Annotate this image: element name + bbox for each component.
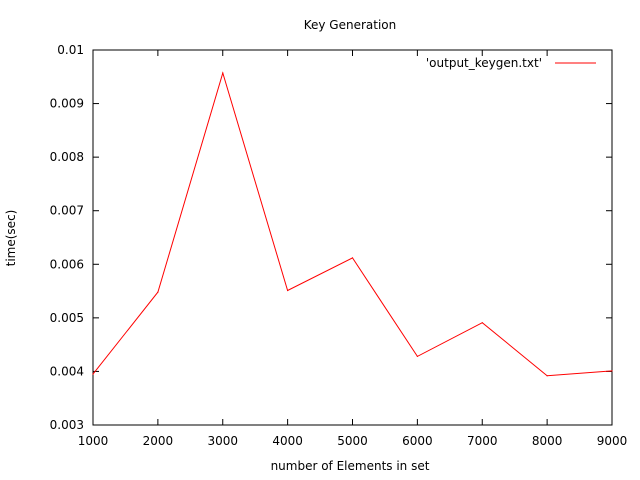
legend-label: 'output_keygen.txt' (426, 56, 542, 70)
data-point (546, 375, 548, 377)
y-tick-label: 0.003 (50, 418, 84, 432)
x-tick-label: 3000 (207, 434, 238, 448)
y-tick-label: 0.01 (57, 43, 84, 57)
data-point (157, 291, 159, 293)
y-tick-label: 0.006 (50, 257, 84, 271)
data-point (416, 355, 418, 358)
y-tick-label: 0.005 (50, 311, 84, 325)
x-tick-label: 4000 (272, 434, 303, 448)
legend: 'output_keygen.txt' (426, 56, 596, 70)
y-tick-label: 0.008 (50, 150, 84, 164)
y-tick-label: 0.004 (50, 364, 84, 378)
y-tick-label: 0.009 (50, 97, 84, 111)
x-tick-label: 2000 (143, 434, 174, 448)
x-tick-label: 1000 (78, 434, 109, 448)
x-axis: 1000 2000 3000 4000 5000 6000 7000 8000 9000 (78, 50, 628, 448)
data-point (611, 370, 613, 372)
data-point (287, 289, 289, 292)
x-tick-label: 6000 (402, 434, 433, 448)
data-point (92, 373, 94, 375)
x-tick-label: 7000 (467, 434, 498, 448)
data-point (351, 257, 354, 259)
x-axis-label: number of Elements in set (271, 459, 430, 473)
y-axis-label: time(sec) (4, 210, 18, 267)
plot-frame (92, 49, 613, 426)
x-tick-label: 9000 (597, 434, 628, 448)
chart-title: Key Generation (304, 18, 397, 32)
series-layer (92, 71, 613, 377)
y-tick-label: 0.007 (50, 204, 84, 218)
y-axis: 0.003 0.004 0.005 0.006 0.007 0.008 0.009 0.01 (50, 43, 612, 432)
data-point (481, 322, 483, 324)
series-line (92, 71, 613, 377)
x-tick-label: 8000 (532, 434, 563, 448)
data-point (222, 72, 224, 74)
x-tick-label: 5000 (337, 434, 368, 448)
